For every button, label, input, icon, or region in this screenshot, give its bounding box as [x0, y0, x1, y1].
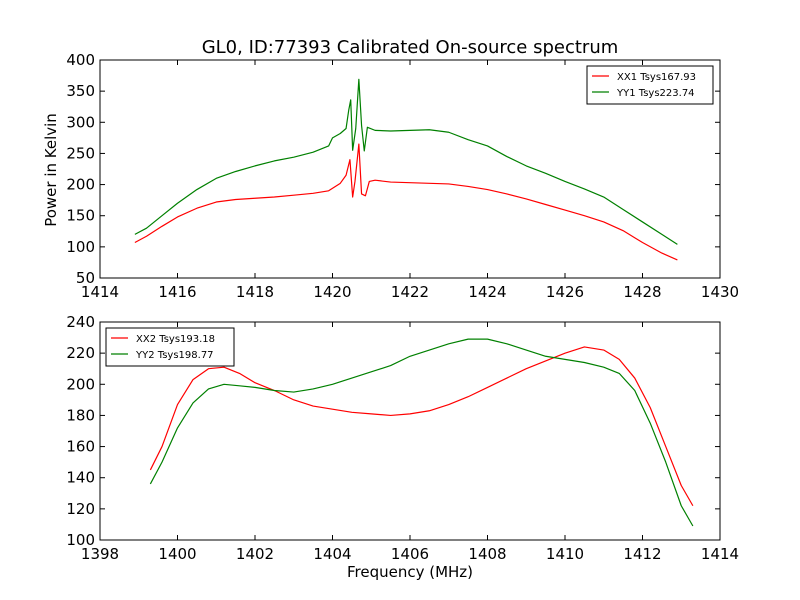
plot-top: 1414 1416 1418 1420 1422 1424 1426 1428 1430 50 10… [66, 51, 739, 301]
legend: XX1 Tsys167.93 YY1 Tsys223.74 [586, 65, 714, 105]
y-tick-label: 160 [66, 438, 95, 456]
legend-label: XX1 Tsys167.93 [617, 72, 696, 83]
x-tick-label: 1408 [468, 545, 506, 563]
x-tick-label: 1426 [546, 283, 584, 301]
y-tick-label: 100 [66, 238, 95, 256]
x-tick-label: 1410 [546, 545, 584, 563]
y-tick-label: 300 [66, 113, 95, 131]
x-tick-label: 1422 [391, 283, 429, 301]
x-tick-label: 1414 [81, 283, 119, 301]
x-tick-label: 1418 [236, 283, 274, 301]
y-axis-label: Power in Kelvin [42, 113, 60, 227]
y-tick-label: 150 [66, 207, 95, 225]
chart-title: GL0, ID:77393 Calibrated On-source spect… [202, 37, 619, 58]
x-tick-label: 1406 [391, 545, 429, 563]
series-line-yy1-tsys223.74 [134, 78, 678, 245]
legend-label: YY2 Tsys198.77 [135, 350, 214, 361]
series-line-yy2-tsys198.77 [149, 338, 694, 527]
y-tick-label: 100 [66, 531, 95, 549]
y-tick-label: 220 [66, 344, 95, 362]
x-tick-label: 1424 [468, 283, 506, 301]
x-tick-label: 1402 [236, 545, 274, 563]
series-line-xx2-tsys193.18 [149, 346, 694, 507]
x-tick-label: 1420 [313, 283, 351, 301]
legend-label: XX2 Tsys193.18 [136, 334, 215, 345]
y-tick-label: 50 [76, 269, 95, 287]
x-tick-label: 1398 [81, 545, 119, 563]
y-tick-label: 250 [66, 144, 95, 162]
plot-bottom: 1398 1400 1402 1404 1406 1408 1410 1412 1414 100 1… [66, 313, 739, 563]
x-tick-label: 1430 [701, 283, 739, 301]
series-line-xx1-tsys167.93 [134, 143, 678, 261]
x-axis-label: Frequency (MHz) [347, 563, 473, 581]
x-tick-label: 1400 [158, 545, 196, 563]
x-tick-label: 1416 [158, 283, 196, 301]
legend-box [105, 327, 235, 367]
y-tick-label: 240 [66, 313, 95, 331]
x-tick-label: 1428 [623, 283, 661, 301]
x-tick-label: 1412 [623, 545, 661, 563]
y-tick-label: 200 [66, 176, 95, 194]
x-tick-label: 1404 [313, 545, 351, 563]
y-tick-label: 140 [66, 469, 95, 487]
y-tick-label: 200 [66, 375, 95, 393]
y-tick-label: 120 [66, 500, 95, 518]
legend-label: YY1 Tsys223.74 [616, 88, 695, 99]
y-tick-label: 400 [66, 51, 95, 69]
y-tick-label: 180 [66, 406, 95, 424]
x-tick-label: 1414 [701, 545, 739, 563]
legend: XX2 Tsys193.18 YY2 Tsys198.77 [105, 327, 235, 367]
legend-box [586, 65, 714, 105]
y-tick-label: 350 [66, 82, 95, 100]
